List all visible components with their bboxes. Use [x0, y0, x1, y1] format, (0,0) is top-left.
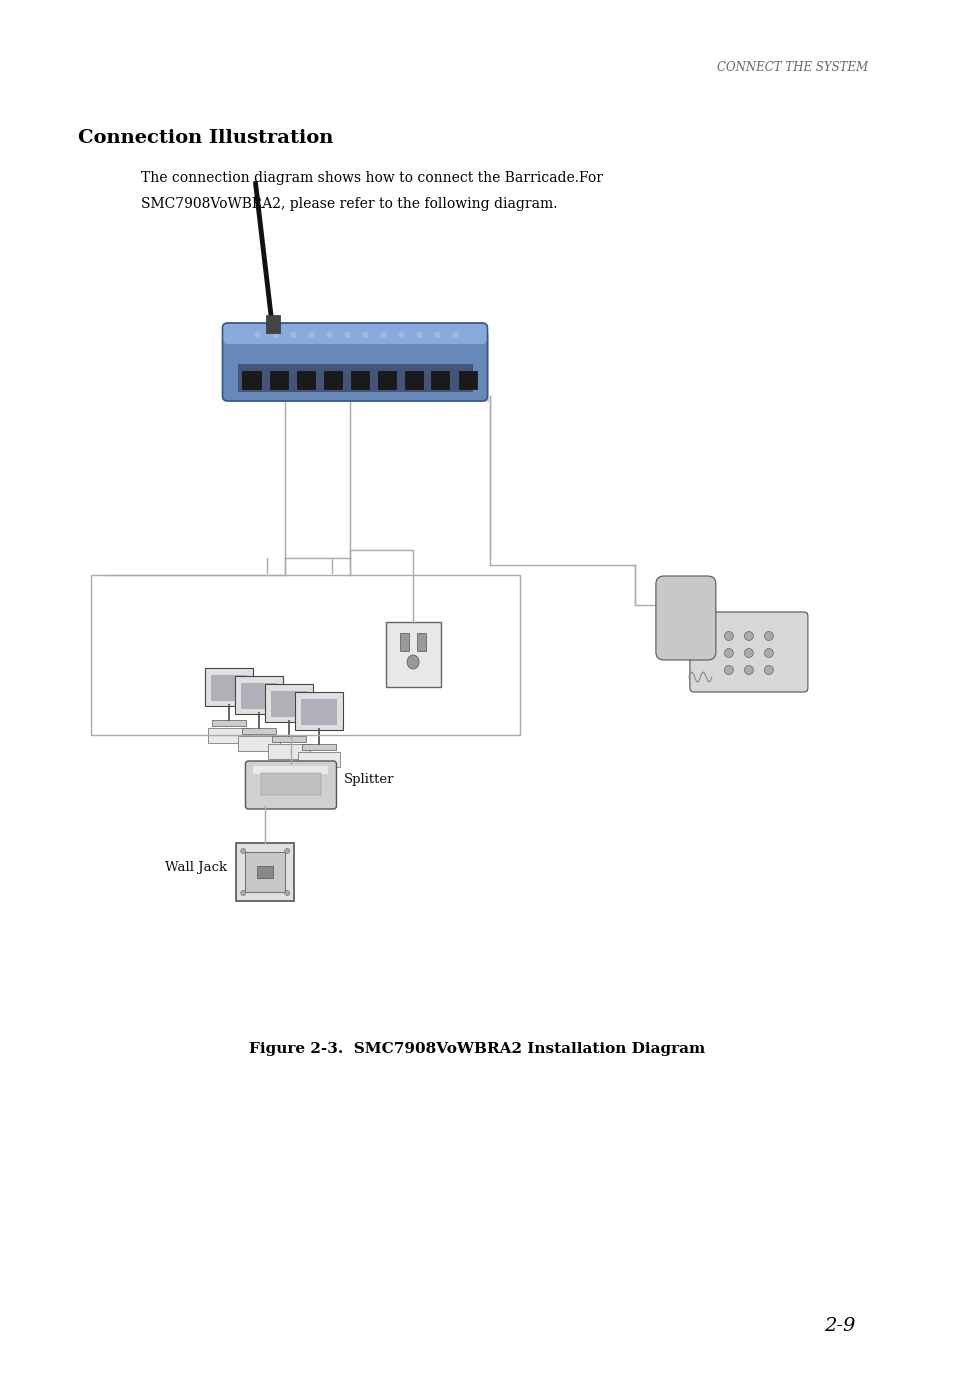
Circle shape	[435, 333, 439, 337]
Bar	[240, 683, 277, 709]
FancyBboxPatch shape	[689, 612, 807, 693]
Bar	[237, 736, 280, 751]
Bar	[236, 843, 294, 901]
Bar	[212, 720, 246, 726]
Bar	[431, 371, 449, 389]
Bar	[233, 335, 488, 403]
Bar	[272, 736, 306, 743]
Bar	[302, 744, 335, 751]
Circle shape	[291, 333, 295, 337]
Circle shape	[284, 848, 290, 854]
FancyBboxPatch shape	[656, 576, 715, 661]
Text: Figure 2-3.  SMC7908VoWBRA2 Installation Diagram: Figure 2-3. SMC7908VoWBRA2 Installation …	[249, 1042, 704, 1056]
Circle shape	[240, 848, 246, 854]
Bar	[404, 371, 422, 389]
Circle shape	[345, 333, 350, 337]
Circle shape	[743, 648, 753, 658]
Bar	[323, 371, 341, 389]
Bar	[458, 371, 476, 389]
Circle shape	[743, 665, 753, 675]
Bar	[237, 364, 472, 391]
Circle shape	[380, 333, 386, 337]
Text: CONNECT THE SYSTEM: CONNECT THE SYSTEM	[717, 61, 867, 74]
Circle shape	[453, 333, 457, 337]
Circle shape	[273, 333, 277, 337]
Circle shape	[763, 632, 773, 640]
Bar	[416, 633, 426, 651]
Text: Wall Jack: Wall Jack	[165, 861, 227, 873]
Bar	[377, 371, 395, 389]
FancyBboxPatch shape	[245, 761, 336, 809]
Circle shape	[416, 333, 421, 337]
Bar	[211, 675, 247, 701]
Bar	[297, 752, 340, 768]
Bar	[257, 866, 273, 879]
Bar	[242, 371, 260, 389]
Circle shape	[284, 891, 290, 895]
Bar	[265, 315, 279, 333]
Bar	[271, 691, 307, 716]
FancyBboxPatch shape	[234, 676, 283, 713]
Circle shape	[743, 632, 753, 640]
Circle shape	[363, 333, 368, 337]
Text: SMC7908VoWBRA2, please refer to the following diagram.: SMC7908VoWBRA2, please refer to the foll…	[141, 197, 558, 211]
Text: 2-9: 2-9	[823, 1317, 854, 1335]
Bar	[253, 766, 328, 775]
Text: Connection Illustration: Connection Illustration	[78, 129, 334, 147]
Circle shape	[763, 665, 773, 675]
FancyBboxPatch shape	[264, 684, 313, 722]
FancyBboxPatch shape	[222, 323, 487, 401]
Bar	[385, 622, 440, 687]
Bar	[91, 575, 519, 736]
Bar	[242, 729, 275, 734]
Bar	[261, 773, 320, 795]
Bar	[300, 700, 336, 725]
Circle shape	[240, 891, 246, 895]
Bar	[208, 727, 250, 743]
Bar	[268, 744, 310, 759]
Bar	[296, 371, 314, 389]
Bar	[245, 852, 285, 892]
Text: The connection diagram shows how to connect the Barricade.For: The connection diagram shows how to conn…	[141, 171, 602, 185]
Ellipse shape	[407, 655, 418, 669]
Circle shape	[723, 665, 733, 675]
Text: Splitter: Splitter	[344, 773, 394, 787]
Bar	[399, 633, 409, 651]
Circle shape	[309, 333, 314, 337]
Bar	[269, 371, 287, 389]
Circle shape	[327, 333, 332, 337]
FancyBboxPatch shape	[223, 323, 486, 344]
Circle shape	[763, 648, 773, 658]
FancyBboxPatch shape	[204, 668, 253, 706]
FancyBboxPatch shape	[294, 693, 343, 730]
Circle shape	[254, 333, 260, 337]
Circle shape	[723, 632, 733, 640]
Circle shape	[398, 333, 403, 337]
Circle shape	[723, 648, 733, 658]
Bar	[350, 371, 368, 389]
